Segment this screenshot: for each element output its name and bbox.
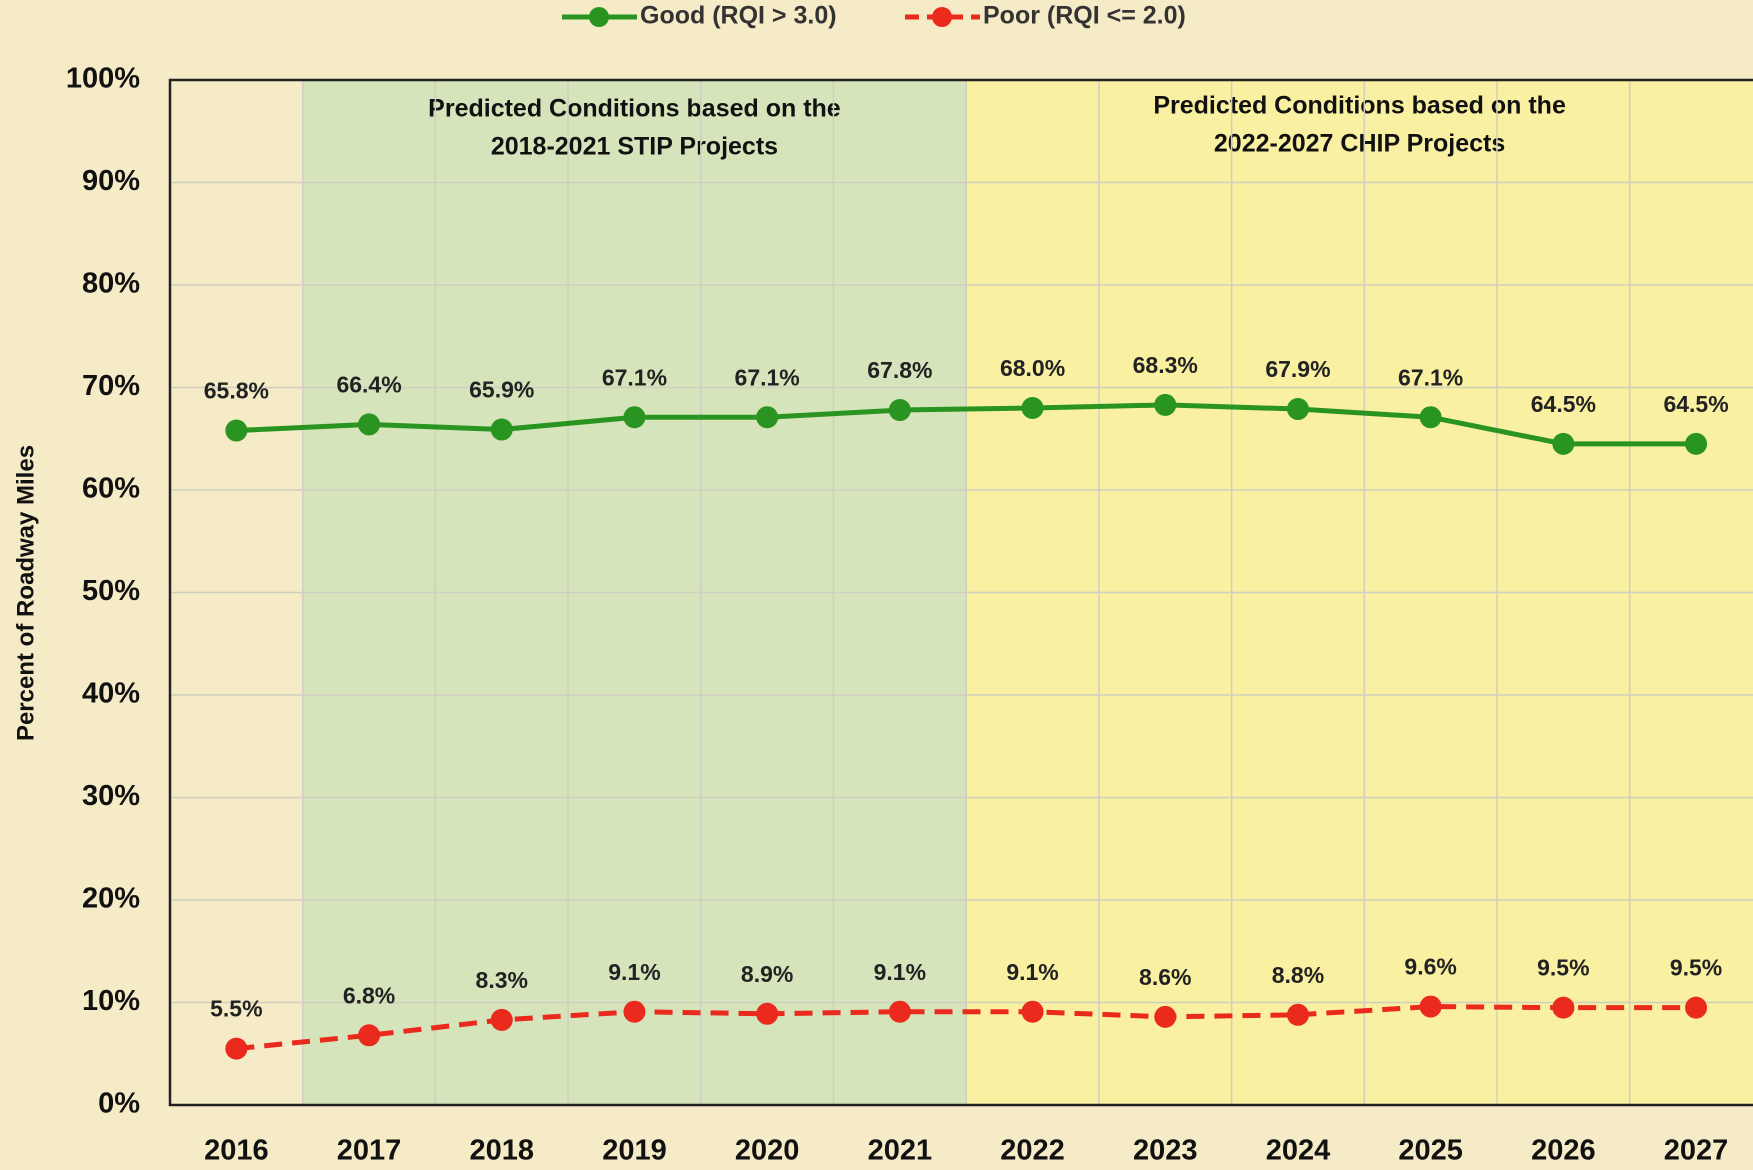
data-label: 64.5% [1663,391,1728,417]
data-point [1286,1003,1309,1026]
y-tick-label: 100% [66,63,140,95]
data-label: 67.8% [867,357,932,383]
x-tick-label: 2018 [469,1135,534,1167]
data-label: 67.1% [1398,364,1463,390]
x-tick-label: 2023 [1133,1135,1198,1167]
region-label: 2022-2027 CHIP Projects [1214,130,1505,158]
region-label: Predicted Conditions based on the [1153,92,1566,120]
legend-label: Poor (RQI <= 2.0) [983,2,1186,30]
x-tick-label: 2019 [602,1135,667,1167]
data-label: 8.3% [476,967,528,993]
data-label: 9.5% [1670,955,1722,981]
x-tick-label: 2024 [1266,1135,1331,1167]
legend-label: Good (RQI > 3.0) [640,2,837,30]
data-point [888,1000,911,1023]
data-label: 8.9% [741,961,793,987]
data-point [358,413,381,436]
data-point [1154,393,1177,416]
data-label: 9.1% [608,959,660,985]
data-point [1286,398,1309,421]
data-label: 66.4% [336,371,401,397]
data-label: 9.5% [1537,955,1589,981]
y-tick-label: 40% [82,678,140,710]
series-line [236,1004,1697,1052]
data-point [1685,996,1708,1019]
data-label: 9.1% [1006,959,1058,985]
data-point [225,1037,248,1060]
y-tick-label: 0% [98,1088,140,1120]
data-point [490,418,513,441]
data-point [1021,397,1044,419]
data-label: 68.3% [1133,352,1198,378]
y-tick-label: 30% [82,780,140,812]
y-tick-label: 10% [82,985,140,1017]
data-point [358,1024,381,1047]
data-label: 64.5% [1531,391,1596,417]
legend-marker [589,7,609,27]
data-point [1419,995,1442,1018]
data-label: 8.6% [1139,964,1191,990]
data-point [756,1002,779,1025]
data-point [1154,1005,1177,1028]
legend-marker [932,7,952,27]
y-tick-label: 60% [82,473,140,505]
y-tick-label: 70% [82,370,140,402]
y-tick-label: 20% [82,883,140,915]
region-label: Predicted Conditions based on the [428,95,841,123]
y-tick-label: 80% [82,268,140,300]
data-label: 65.9% [469,377,534,403]
data-label: 67.1% [602,364,667,390]
series-line [236,402,1697,447]
data-label: 65.8% [204,378,269,404]
data-point [225,419,248,442]
x-tick-label: 2021 [868,1135,933,1167]
data-label: 68.0% [1000,355,1065,381]
data-point [1021,1000,1044,1023]
data-label: 5.5% [210,996,262,1022]
region-label: 2018-2021 STIP Projects [491,133,778,161]
x-tick-label: 2025 [1398,1135,1463,1167]
data-label: 9.1% [874,959,926,985]
data-point [1552,432,1575,455]
data-point [1552,996,1575,1019]
x-tick-label: 2027 [1664,1135,1729,1167]
x-tick-label: 2017 [337,1135,402,1167]
data-point [756,406,779,429]
data-label: 8.8% [1272,962,1324,988]
data-label: 67.1% [735,364,800,390]
y-tick-label: 90% [82,165,140,197]
y-tick-label: 50% [82,575,140,607]
data-point [888,399,911,422]
data-point [623,406,646,429]
data-point [1419,406,1442,429]
x-tick-label: 2022 [1000,1135,1065,1167]
data-point [490,1008,513,1031]
y-axis-label: Percent of Roadway Miles [12,445,39,741]
x-tick-label: 2020 [735,1135,800,1167]
axis [168,78,1753,1107]
data-label: 9.6% [1404,954,1456,980]
data-label: 6.8% [343,982,395,1008]
x-tick-label: 2016 [204,1135,269,1167]
data-label: 67.9% [1265,356,1330,382]
data-point [623,1000,646,1023]
x-tick-label: 2026 [1531,1135,1596,1167]
data-point [1685,432,1708,455]
